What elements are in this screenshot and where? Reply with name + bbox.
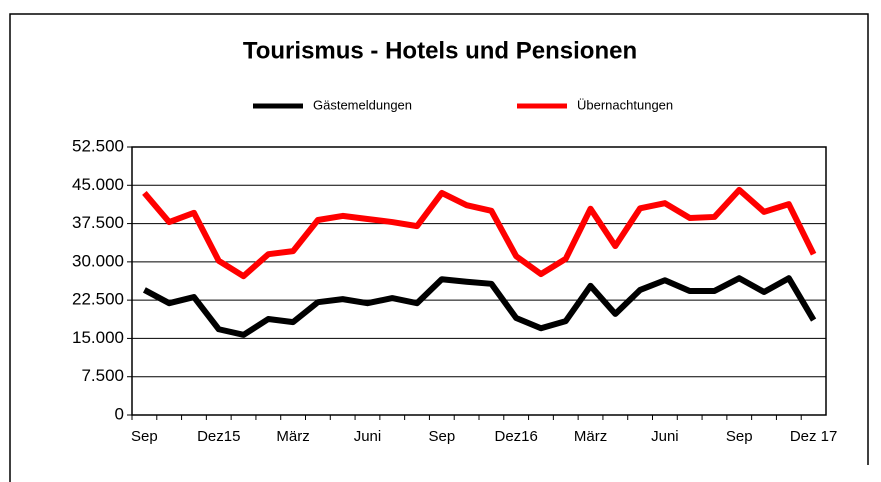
x-tick-label: März bbox=[276, 428, 309, 445]
series-line bbox=[142, 275, 817, 338]
legend-label: Übernachtungen bbox=[577, 97, 673, 112]
x-tick-label: Dez15 bbox=[197, 428, 240, 445]
x-tick-label: Dez 17 bbox=[790, 428, 838, 445]
x-tick-label: Juni bbox=[651, 428, 679, 445]
y-tick-label: 37.500 bbox=[72, 213, 124, 232]
y-tick-label: 15.000 bbox=[72, 328, 124, 347]
y-tick-label: 22.500 bbox=[72, 290, 124, 309]
y-tick-label: 30.000 bbox=[72, 251, 124, 270]
x-tick-label: Sep bbox=[428, 428, 455, 445]
chart-title: Tourismus - Hotels und Pensionen bbox=[243, 37, 637, 64]
x-tick-label: Sep bbox=[131, 428, 158, 445]
y-tick-label: 0 bbox=[115, 404, 124, 423]
y-tick-label: 52.500 bbox=[72, 136, 124, 155]
y-tick-label: 7.500 bbox=[81, 366, 124, 385]
x-tick-label: Dez16 bbox=[494, 428, 537, 445]
legend-label: Gästemeldungen bbox=[313, 97, 412, 112]
x-tick-label: März bbox=[574, 428, 607, 445]
x-tick-label: Sep bbox=[726, 428, 753, 445]
series-line bbox=[142, 186, 817, 280]
y-tick-label: 45.000 bbox=[72, 175, 124, 194]
frame bbox=[9, 13, 869, 482]
x-tick-label: Juni bbox=[354, 428, 382, 445]
